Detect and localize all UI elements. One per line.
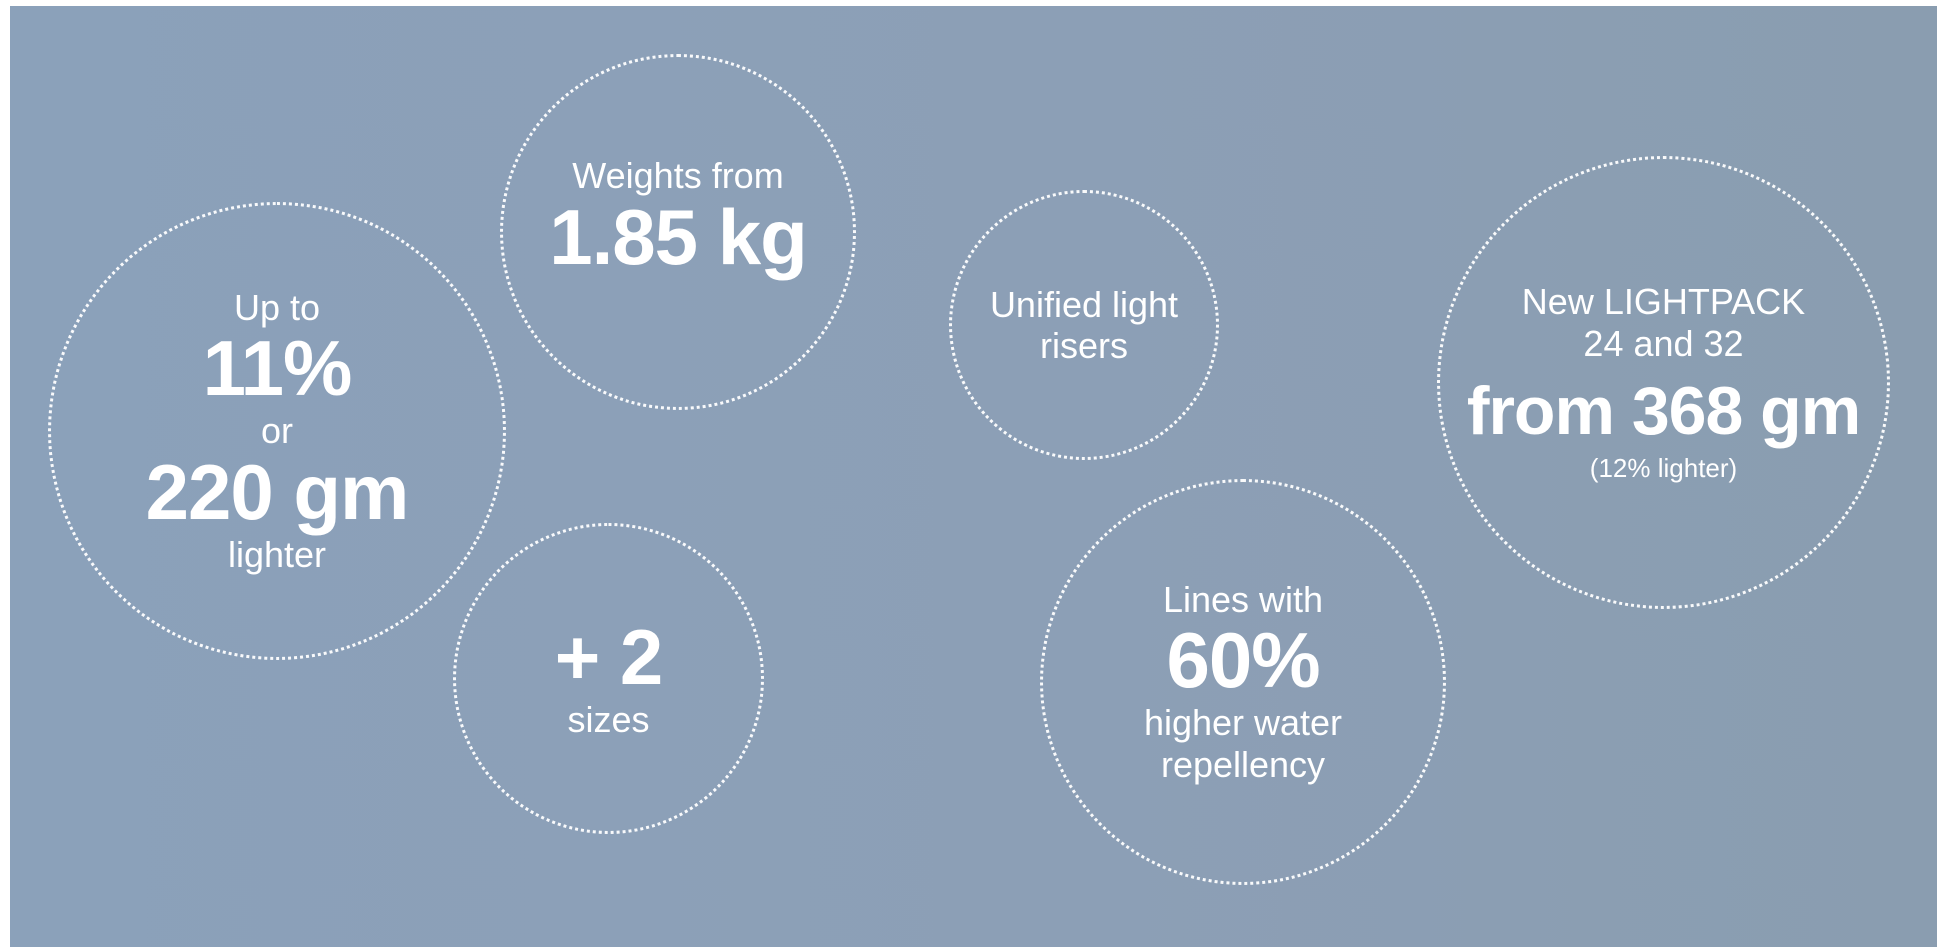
risers-bubble: Unified light risers — [949, 190, 1219, 460]
lighter-bubble: Up to 11% or 220 gm lighter — [48, 202, 506, 660]
sizes-label: sizes — [567, 698, 650, 740]
lightpack-line-2: 24 and 32 — [1583, 322, 1744, 364]
weight-bubble: Weights from 1.85 kg — [500, 54, 856, 410]
lines-line-2: repellency — [1160, 743, 1326, 785]
lighter-grams-value: 220 gm — [145, 447, 410, 536]
lightpack-line-1: New LIGHTPACK — [1521, 281, 1806, 323]
lighter-percent-value: 11% — [202, 324, 353, 413]
weight-value: 1.85 kg — [549, 192, 808, 281]
lines-value: 60% — [1166, 616, 1320, 705]
lines-line-1: higher water — [1143, 702, 1343, 744]
lines-top-label: Lines with — [1162, 578, 1324, 620]
lighter-top-label: Up to — [233, 287, 321, 329]
risers-line-2: risers — [1040, 325, 1128, 366]
risers-line-1: Unified light — [989, 283, 1179, 325]
lightpack-note: (12% lighter) — [1589, 452, 1738, 483]
weight-label: Weights from — [572, 155, 784, 197]
lines-bubble: Lines with 60% higher water repellency — [1040, 479, 1446, 885]
lightpack-bubble: New LIGHTPACK 24 and 32 from 368 gm (12%… — [1437, 156, 1890, 609]
lightpack-value: from 368 gm — [1466, 372, 1861, 449]
sizes-value: + 2 — [554, 612, 664, 701]
lighter-bottom-label: lighter — [227, 533, 327, 575]
feature-panel: Weights from 1.85 kg Up to 11% or 220 gm… — [10, 6, 1937, 947]
sizes-bubble: + 2 sizes — [453, 523, 764, 834]
lighter-or-label: or — [260, 410, 293, 452]
